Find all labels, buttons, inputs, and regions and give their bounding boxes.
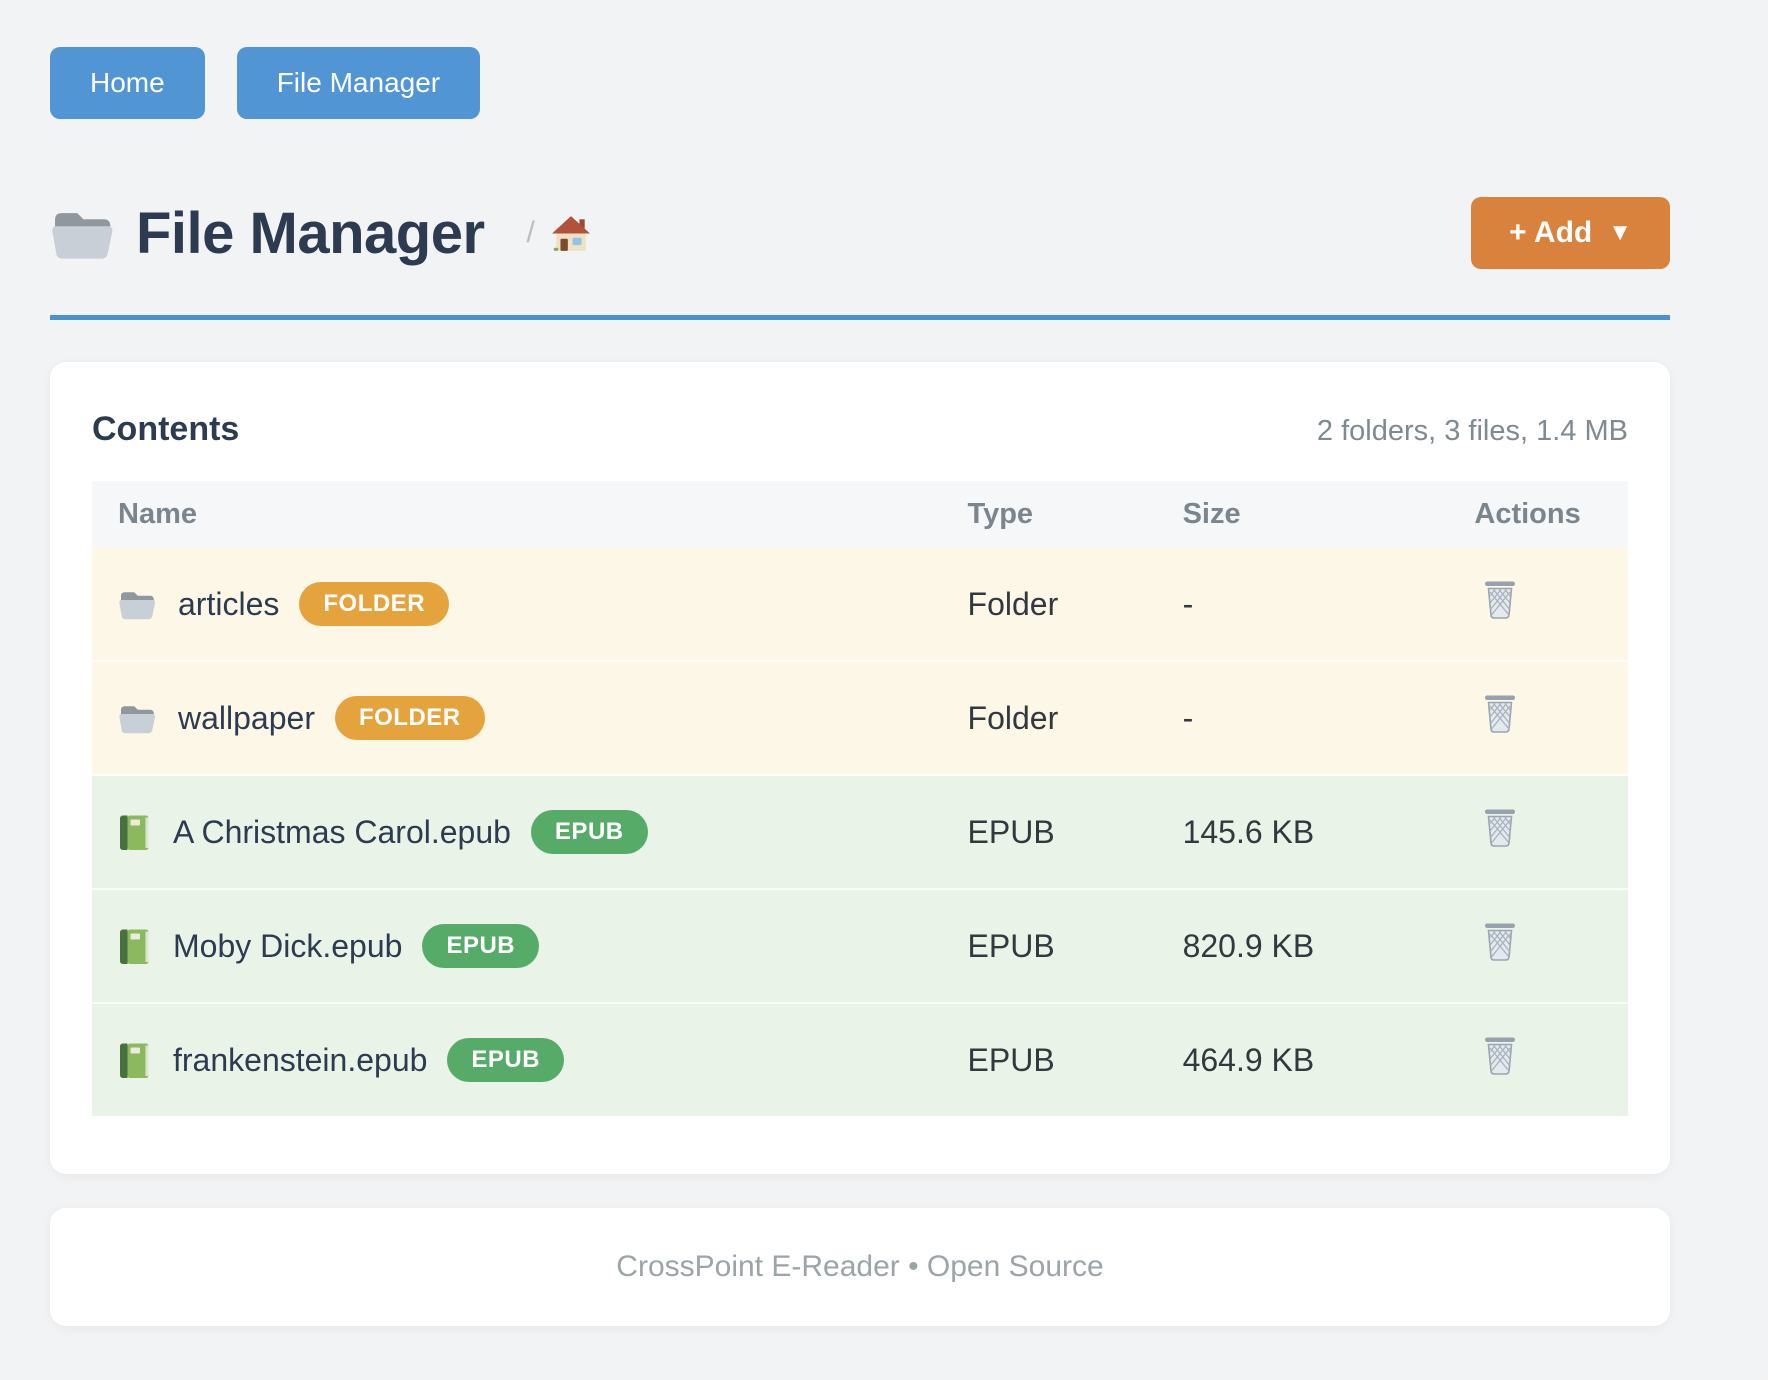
footer-card: CrossPoint E-Reader • Open Source: [50, 1208, 1670, 1326]
add-button-label: + Add: [1509, 216, 1593, 249]
item-type: Folder: [967, 699, 1059, 736]
book-icon: [118, 813, 151, 852]
item-size: -: [1182, 585, 1194, 622]
column-header-type: Type: [967, 498, 1034, 530]
item-name[interactable]: wallpaper: [178, 699, 315, 736]
epub-badge: EPUB: [447, 1038, 565, 1082]
folder-badge: FOLDER: [334, 696, 485, 740]
folder-icon: [118, 588, 156, 620]
item-name[interactable]: articles: [178, 585, 280, 622]
table-row[interactable]: A Christmas Carol.epub EPUB EPUB 145.6 K…: [92, 775, 1628, 889]
book-icon: [118, 1041, 151, 1080]
table-row[interactable]: frankenstein.epub EPUB EPUB 464.9 KB: [92, 1003, 1628, 1116]
top-nav: Home File Manager: [50, 47, 1670, 119]
page-title: File Manager: [136, 200, 485, 266]
table-row[interactable]: Moby Dick.epub EPUB EPUB 820.9 KB: [92, 889, 1628, 1003]
item-size: -: [1182, 699, 1194, 736]
home-button[interactable]: Home: [50, 47, 205, 119]
epub-badge: EPUB: [422, 924, 540, 968]
item-name[interactable]: frankenstein.epub: [173, 1041, 428, 1078]
item-size: 820.9 KB: [1182, 927, 1315, 964]
trash-icon[interactable]: [1482, 579, 1518, 621]
item-size: 464.9 KB: [1182, 1041, 1315, 1078]
folder-badge: FOLDER: [299, 582, 450, 626]
book-icon: [118, 927, 151, 966]
file-manager-button[interactable]: File Manager: [236, 47, 481, 119]
column-header-name: Name: [118, 498, 197, 530]
item-name[interactable]: Moby Dick.epub: [173, 927, 403, 964]
table-row[interactable]: wallpaper FOLDER Folder -: [92, 661, 1628, 775]
trash-icon[interactable]: [1482, 921, 1518, 963]
breadcrumb-separator: /: [526, 216, 535, 249]
footer-text: CrossPoint E-Reader • Open Source: [616, 1250, 1104, 1283]
contents-heading: Contents: [92, 410, 240, 448]
column-header-actions: Actions: [1474, 498, 1581, 530]
contents-summary: 2 folders, 3 files, 1.4 MB: [1316, 415, 1628, 447]
table-row[interactable]: articles FOLDER Folder -: [92, 548, 1628, 661]
folder-icon: [118, 702, 156, 734]
column-header-size: Size: [1182, 498, 1241, 530]
item-type: EPUB: [967, 1041, 1055, 1078]
item-type: EPUB: [967, 927, 1055, 964]
breadcrumb: /: [527, 215, 591, 252]
trash-icon[interactable]: [1482, 1035, 1518, 1077]
item-size: 145.6 KB: [1182, 813, 1315, 850]
trash-icon[interactable]: [1482, 807, 1518, 849]
epub-badge: EPUB: [530, 810, 648, 854]
contents-card: Contents 2 folders, 3 files, 1.4 MB Name…: [50, 362, 1670, 1174]
title-group: File Manager /: [50, 200, 591, 267]
trash-icon[interactable]: [1482, 693, 1518, 735]
item-type: Folder: [967, 585, 1059, 622]
item-type: EPUB: [967, 813, 1055, 850]
add-button[interactable]: + Add ▼: [1471, 197, 1670, 269]
house-icon[interactable]: [551, 215, 591, 252]
table-header-row: Name Type Size Actions: [92, 481, 1628, 548]
folder-icon: [50, 206, 114, 260]
contents-card-header: Contents 2 folders, 3 files, 1.4 MB: [92, 410, 1628, 449]
item-name[interactable]: A Christmas Carol.epub: [173, 813, 511, 850]
page-header: File Manager / + Add ▼: [50, 197, 1670, 269]
files-table: Name Type Size Actions articles FOLDER F…: [92, 481, 1628, 1116]
header-divider: [50, 315, 1670, 320]
chevron-down-icon: ▼: [1608, 219, 1632, 246]
